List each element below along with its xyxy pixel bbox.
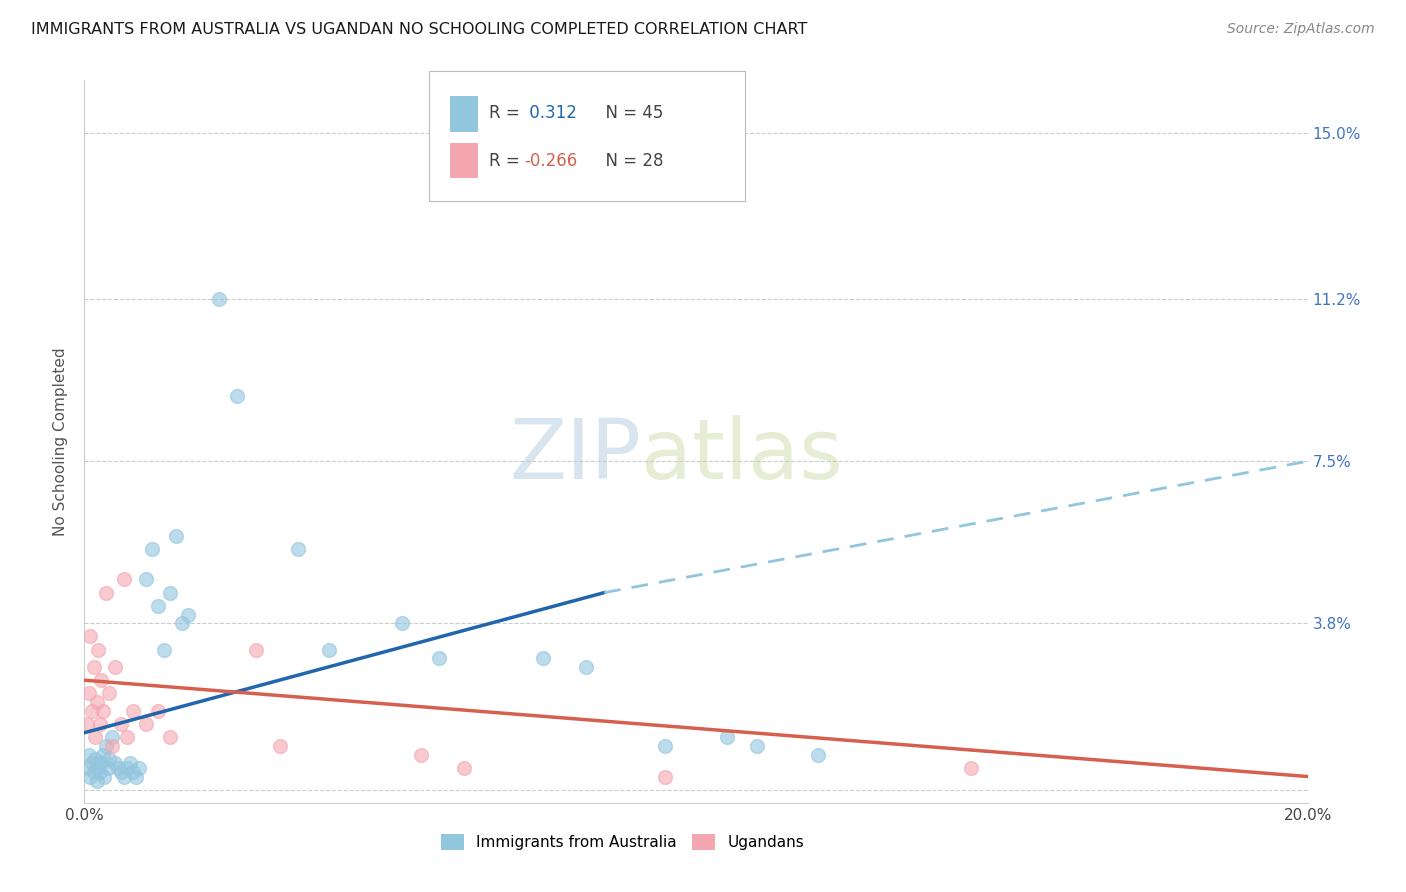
Text: -0.266: -0.266 [524, 152, 578, 169]
Text: R =: R = [489, 104, 526, 122]
Point [97, 761, 120, 775]
Point [115, 730, 138, 744]
Text: ZIP: ZIP [509, 416, 641, 497]
Point [90, 673, 112, 688]
Point [409, 747, 432, 762]
Point [76, 717, 98, 731]
Point [128, 761, 150, 775]
Point [427, 651, 450, 665]
Point [101, 739, 124, 753]
Point [93, 770, 115, 784]
Point [159, 730, 181, 744]
Point [110, 717, 132, 731]
Point [94, 739, 117, 753]
Point [104, 756, 127, 771]
Point [101, 730, 124, 744]
Point [79, 770, 101, 784]
Point [87, 761, 110, 775]
Point [91, 704, 114, 718]
Point [120, 756, 142, 771]
Text: 0.312: 0.312 [524, 104, 578, 122]
Text: N = 45: N = 45 [595, 104, 664, 122]
Point [654, 770, 676, 784]
Point [104, 660, 127, 674]
Text: R =: R = [489, 152, 526, 169]
Point [80, 704, 103, 718]
Y-axis label: No Schooling Completed: No Schooling Completed [53, 347, 69, 536]
Point [575, 660, 598, 674]
Point [122, 704, 145, 718]
Point [110, 765, 132, 780]
Point [716, 730, 738, 744]
Point [807, 747, 830, 762]
Point [112, 770, 135, 784]
Text: atlas: atlas [641, 416, 842, 497]
Point [76, 761, 98, 775]
Point [87, 642, 110, 657]
Point [141, 541, 163, 556]
Point [107, 761, 129, 775]
Point [80, 756, 103, 771]
Text: N = 28: N = 28 [595, 152, 664, 169]
Point [112, 573, 135, 587]
Text: IMMIGRANTS FROM AUSTRALIA VS UGANDAN NO SCHOOLING COMPLETED CORRELATION CHART: IMMIGRANTS FROM AUSTRALIA VS UGANDAN NO … [31, 22, 807, 37]
Point [97, 752, 120, 766]
Point [84, 752, 107, 766]
Point [453, 761, 475, 775]
Point [391, 616, 413, 631]
Point [153, 642, 176, 657]
Point [654, 739, 676, 753]
Point [90, 756, 112, 771]
Point [146, 704, 169, 718]
Point [86, 773, 108, 788]
Point [83, 660, 105, 674]
Point [77, 686, 100, 700]
Point [208, 292, 231, 306]
Point [83, 765, 105, 780]
Point [172, 616, 194, 631]
Point [115, 761, 138, 775]
Point [97, 686, 120, 700]
Point [86, 695, 108, 709]
Point [318, 642, 340, 657]
Point [79, 629, 101, 643]
Point [135, 717, 157, 731]
Point [135, 573, 157, 587]
Point [77, 747, 100, 762]
Text: Source: ZipAtlas.com: Source: ZipAtlas.com [1227, 22, 1375, 37]
Point [94, 585, 117, 599]
Point [747, 739, 769, 753]
Point [91, 747, 114, 762]
Point [245, 642, 267, 657]
Point [84, 730, 107, 744]
Point [287, 541, 309, 556]
Point [146, 599, 169, 613]
Point [165, 529, 187, 543]
Point [960, 761, 983, 775]
Point [122, 765, 145, 780]
Point [531, 651, 554, 665]
Legend: Immigrants from Australia, Ugandans: Immigrants from Australia, Ugandans [434, 829, 810, 856]
Point [226, 388, 249, 402]
Point [89, 765, 111, 780]
Point [89, 717, 111, 731]
Point [125, 770, 148, 784]
Point [159, 585, 181, 599]
Point [269, 739, 291, 753]
Point [177, 607, 200, 622]
